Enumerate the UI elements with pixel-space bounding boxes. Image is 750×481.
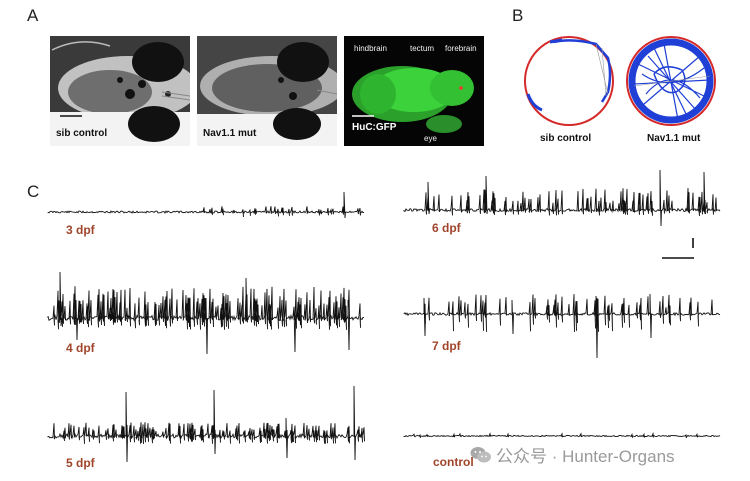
- trace-4dpf: [47, 271, 365, 355]
- nav-mut-tracking-dish: [626, 36, 716, 126]
- watermark-text: 公众号 · Hunter-Organs: [496, 447, 675, 466]
- trace-label-3dpf: 3 dpf: [66, 223, 95, 237]
- hindbrain-label: hindbrain: [354, 44, 387, 53]
- trace-label-4dpf: 4 dpf: [66, 341, 95, 355]
- sib-control-tracking-dish: [524, 36, 614, 126]
- wechat-icon: [470, 446, 491, 462]
- trace-3dpf: [47, 191, 365, 219]
- trace-line: [47, 191, 365, 219]
- trace-control: [403, 431, 721, 439]
- nav-mut-larva-image: Nav1.1 mut: [197, 36, 337, 146]
- nav-mut-caption: Nav1.1 mut: [203, 128, 257, 139]
- huc-gfp-caption: HuC:GFP: [352, 122, 397, 133]
- trace-line: [47, 271, 365, 355]
- trace-scale-bar: [662, 238, 694, 259]
- sib-control-larva-image: sib control: [50, 36, 190, 146]
- trace-label-control: control: [433, 455, 474, 469]
- tracking-sib-caption: sib control: [540, 133, 592, 144]
- trace-line: [403, 169, 721, 227]
- trace-label-7dpf: 7 dpf: [432, 339, 461, 353]
- tracking-mut-caption: Nav1.1 mut: [647, 133, 701, 144]
- forebrain-label: forebrain: [445, 44, 477, 53]
- tectum-label: tectum: [410, 44, 435, 53]
- sib-control-caption: sib control: [56, 128, 108, 139]
- trace-label-6dpf: 6 dpf: [432, 221, 461, 235]
- eye-label: eye: [424, 134, 437, 143]
- trace-6dpf: [403, 169, 721, 227]
- panel-letter-a: A: [27, 6, 39, 25]
- trace-line: [403, 431, 721, 439]
- panel-letter-b: B: [512, 6, 524, 25]
- watermark: 公众号 · Hunter-Organs: [470, 442, 675, 467]
- trace-line: [403, 293, 721, 359]
- trace-5dpf: [47, 385, 365, 463]
- trace-line: [47, 385, 365, 463]
- trace-7dpf: [403, 293, 721, 359]
- huc-gfp-fluorescence-image: hindbrain tectum forebrain eye HuC:GFP: [344, 36, 484, 146]
- panel-letter-c: C: [27, 182, 40, 201]
- trace-label-5dpf: 5 dpf: [66, 456, 95, 470]
